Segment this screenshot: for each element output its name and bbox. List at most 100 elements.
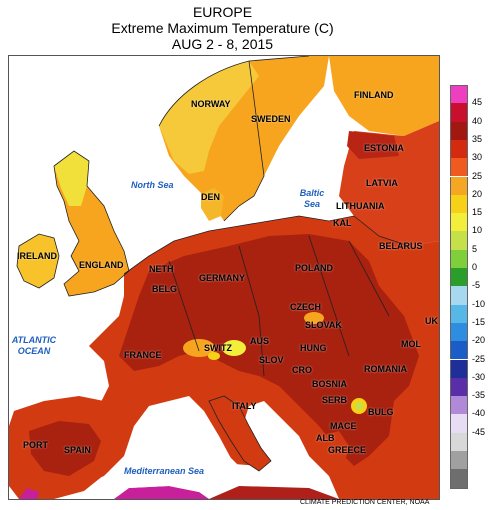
mediterranean-water (104, 436, 269, 492)
country-label-switzerland: SWITZ (204, 343, 232, 353)
country-label-slovakia: SLOVAK (305, 320, 342, 330)
alps-cool-1 (183, 339, 215, 357)
legend-swatch (450, 432, 468, 451)
country-label-finland: FINLAND (354, 90, 394, 100)
legend-tick-label: -10 (472, 298, 486, 309)
legend-swatch (450, 85, 468, 105)
legend-tick-label: 20 (472, 188, 483, 199)
legend-swatch (450, 396, 468, 415)
africa-red (209, 486, 339, 499)
legend-tick-label: -40 (472, 408, 486, 419)
country-label-albania: ALB (316, 433, 335, 443)
legend-swatch (450, 176, 468, 195)
land-norway-west (159, 61, 259, 174)
country-label-italy: ITALY (232, 401, 257, 411)
country-label-slovenia: SLOV (259, 355, 284, 365)
legend-tick-label: 25 (472, 170, 483, 181)
country-label-france: FRANCE (124, 350, 162, 360)
country-label-belarus: BELARUS (379, 241, 423, 251)
country-label-moldova: MOL (401, 339, 421, 349)
alps-cool-2 (222, 340, 246, 356)
land-estonia (347, 131, 399, 159)
legend-swatch (450, 231, 468, 250)
land-finland (329, 56, 439, 136)
legend-swatch (450, 121, 468, 140)
map-canvas (9, 56, 439, 499)
legend-swatch (450, 304, 468, 323)
sea-label-atlantic-ocean: ATLANTIC OCEAN (11, 335, 57, 356)
legend-swatch (450, 469, 468, 489)
sea-label-mediterranean-sea: Mediterranean Sea (124, 466, 205, 476)
legend-tick-label: -30 (472, 371, 486, 382)
country-label-czech: CZECH (290, 302, 321, 312)
country-label-poland: POLAND (295, 263, 333, 273)
zone-35-central (119, 234, 419, 466)
legend-swatch (450, 322, 468, 342)
legend-tick-label: 5 (472, 243, 478, 254)
country-label-hungary: HUNG (300, 343, 327, 353)
legend-tick-label: 40 (472, 115, 483, 126)
carpathian-cool (304, 312, 324, 324)
legend-swatch (450, 451, 468, 470)
country-label-serbia: SERB (322, 395, 348, 405)
legend-tick-label: 15 (472, 207, 483, 218)
legend-tick-label: -35 (472, 390, 486, 401)
land-italy (209, 396, 271, 471)
legend-tick-label: -15 (472, 316, 486, 327)
country-label-kaliningrad: KAL (333, 218, 352, 228)
land-denmark (201, 188, 224, 221)
country-label-bosnia: BOSNIA (312, 379, 348, 389)
legend-swatch (450, 213, 468, 232)
country-label-germany: GERMANY (199, 273, 246, 283)
legend-swatch (450, 268, 468, 287)
country-label-sweden: SWEDEN (251, 114, 291, 124)
alps-cool-3 (208, 352, 220, 360)
legend-tick-label: 10 (472, 225, 483, 236)
legend-tick-label: -25 (472, 353, 486, 364)
country-label-portugal: PORT (23, 440, 49, 450)
country-label-bulgaria: BULG (368, 407, 394, 417)
country-label-estonia: ESTONIA (364, 143, 404, 153)
sea-label-baltic-sea: Baltic Sea (299, 188, 325, 209)
legend-swatch (450, 103, 468, 122)
land-scotland (54, 151, 89, 206)
country-label-ukraine: UK (425, 316, 438, 326)
sea-label-north-sea: North Sea (131, 180, 174, 190)
legend-tick-label: 35 (472, 133, 483, 144)
legend-swatch (450, 341, 468, 360)
country-label-denmark: DEN (201, 192, 221, 202)
legend-tick-label: 30 (472, 152, 483, 163)
country-label-belgium: BELG (152, 284, 178, 294)
map-outlines (16, 56, 410, 472)
legend-tick-label: -5 (472, 280, 481, 291)
iberia-pink (19, 488, 39, 499)
country-label-macedonia: MACE (330, 421, 357, 431)
map-title: Extreme Maximum Temperature (C) (111, 20, 334, 36)
legend-tick-label: 0 (472, 262, 478, 272)
legend-swatch (450, 249, 468, 268)
country-label-england: ENGLAND (79, 260, 124, 270)
country-label-norway: NORWAY (191, 99, 231, 109)
legend-tick-label: 45 (472, 97, 483, 108)
balkan-cool-2 (355, 402, 363, 410)
country-label-croatia: CRO (292, 365, 312, 375)
legend-swatch (450, 377, 468, 397)
zone-35-iberia (29, 421, 101, 476)
country-label-netherlands: NETH (149, 264, 174, 274)
country-label-greece: GREECE (328, 445, 367, 455)
legend-swatch (450, 286, 468, 305)
legend-swatch (450, 359, 468, 378)
land-ireland (17, 234, 59, 288)
country-label-ireland: IRELAND (17, 251, 57, 261)
legend-tick-label: -45 (472, 426, 486, 437)
credit-text: CLIMATE PREDICTION CENTER, NOAA (300, 499, 430, 506)
temperature-map: NORWAY SWEDEN FINLAND ESTONIA LATVIA LIT… (8, 55, 440, 500)
country-label-latvia: LATVIA (366, 178, 398, 188)
legend-swatch (450, 194, 468, 214)
country-label-romania: ROMANIA (364, 364, 407, 374)
map-dates: AUG 2 - 8, 2015 (171, 36, 274, 52)
country-label-austria: AUS (250, 336, 270, 346)
legend-swatch (450, 158, 468, 177)
country-label-spain: SPAIN (64, 445, 91, 455)
country-label-lithuania: LITHUANIA (336, 201, 385, 211)
